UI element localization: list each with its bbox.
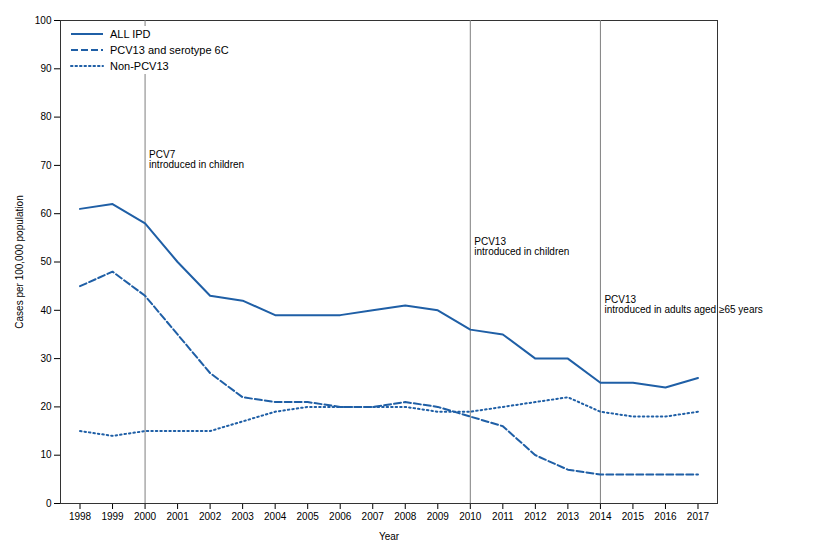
- svg-text:2010: 2010: [459, 511, 482, 522]
- svg-text:2008: 2008: [394, 511, 417, 522]
- svg-text:50: 50: [40, 256, 52, 267]
- svg-text:2014: 2014: [589, 511, 612, 522]
- svg-text:2016: 2016: [654, 511, 677, 522]
- svg-text:2015: 2015: [622, 511, 645, 522]
- svg-text:90: 90: [40, 63, 52, 74]
- svg-text:60: 60: [40, 208, 52, 219]
- svg-text:2000: 2000: [134, 511, 157, 522]
- svg-text:PCV7introduced in children: PCV7introduced in children: [149, 149, 244, 170]
- svg-text:2001: 2001: [166, 511, 189, 522]
- svg-text:2007: 2007: [362, 511, 385, 522]
- svg-text:Cases per 100,000 population: Cases per 100,000 population: [14, 195, 25, 328]
- svg-text:2011: 2011: [492, 511, 514, 522]
- svg-text:100: 100: [35, 15, 52, 26]
- svg-text:2005: 2005: [297, 511, 320, 522]
- svg-text:0: 0: [46, 498, 52, 509]
- svg-text:30: 30: [40, 353, 52, 364]
- svg-text:80: 80: [40, 111, 52, 122]
- svg-text:10: 10: [40, 449, 52, 460]
- svg-text:PCV13introduced in children: PCV13introduced in children: [474, 236, 569, 257]
- svg-text:2006: 2006: [329, 511, 352, 522]
- svg-text:40: 40: [40, 305, 52, 316]
- svg-text:20: 20: [40, 401, 52, 412]
- svg-text:2012: 2012: [524, 511, 547, 522]
- svg-text:PCV13introduced in adults aged: PCV13introduced in adults aged ≥65 years: [604, 294, 762, 315]
- svg-text:1998: 1998: [69, 511, 92, 522]
- svg-text:2017: 2017: [687, 511, 710, 522]
- svg-text:2002: 2002: [199, 511, 222, 522]
- svg-text:2003: 2003: [232, 511, 255, 522]
- svg-text:Year: Year: [379, 531, 400, 542]
- svg-text:2013: 2013: [557, 511, 580, 522]
- svg-text:70: 70: [40, 160, 52, 171]
- html-text:Non-PCV13: Non-PCV13: [110, 60, 169, 72]
- html-text:PCV13 and serotype 6C: PCV13 and serotype 6C: [110, 44, 229, 56]
- svg-text:1999: 1999: [101, 511, 124, 522]
- svg-text:2009: 2009: [427, 511, 450, 522]
- svg-text:2004: 2004: [264, 511, 287, 522]
- html-text:ALL IPD: ALL IPD: [110, 28, 151, 40]
